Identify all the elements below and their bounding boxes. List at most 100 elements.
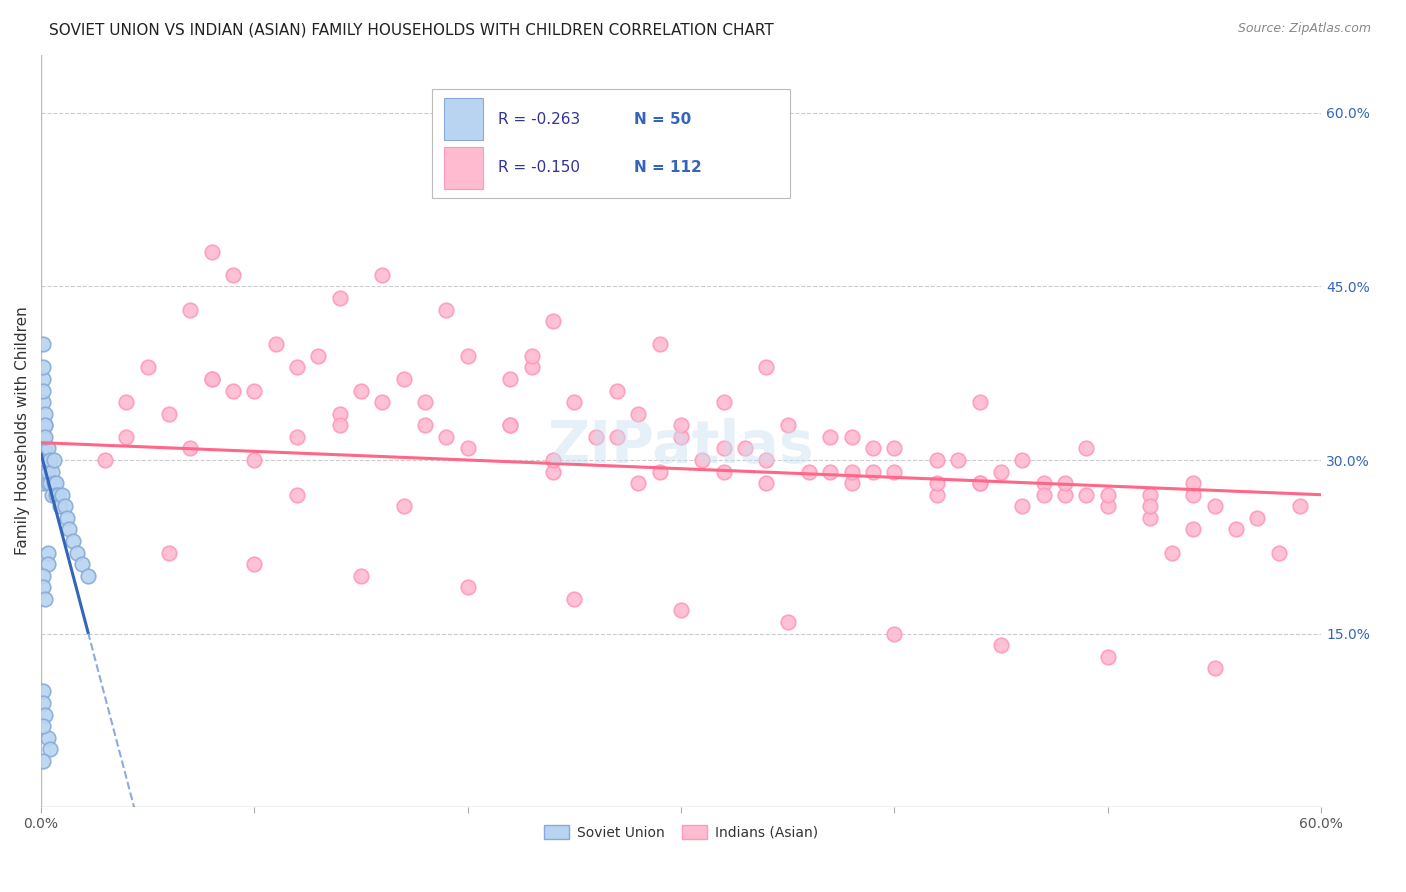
Text: SOVIET UNION VS INDIAN (ASIAN) FAMILY HOUSEHOLDS WITH CHILDREN CORRELATION CHART: SOVIET UNION VS INDIAN (ASIAN) FAMILY HO… [49,22,773,37]
Point [1054,476,1077,491]
Text: N = 112: N = 112 [634,161,702,176]
Point [45,488,67,502]
Text: Source: ZipAtlas.com: Source: ZipAtlas.com [1237,22,1371,36]
Point [669,603,692,617]
Point [115,430,138,444]
Point [841,430,863,444]
Point [969,395,991,409]
Point [329,418,352,433]
Point [1160,545,1182,559]
Point [1076,488,1098,502]
Point [862,465,884,479]
Point [32,684,55,698]
Point [179,442,201,456]
Point [734,442,756,456]
Point [94,453,117,467]
Point [32,453,55,467]
Point [520,360,543,375]
Point [1182,523,1205,537]
Point [520,349,543,363]
Point [32,465,55,479]
Point [755,476,778,491]
Point [32,384,55,398]
Point [1267,545,1289,559]
Point [392,372,415,386]
Point [627,407,650,421]
Point [350,568,373,582]
Point [329,407,352,421]
Point [34,418,56,433]
Point [436,302,458,317]
Point [32,568,55,582]
Point [70,557,93,571]
Point [32,754,55,768]
Point [841,465,863,479]
Point [1204,661,1226,675]
Point [49,500,72,514]
Point [713,465,735,479]
Point [1032,476,1054,491]
Point [564,591,586,606]
Point [862,442,884,456]
Point [1097,488,1119,502]
Point [34,407,56,421]
Point [42,453,65,467]
Point [606,430,628,444]
Point [692,453,714,467]
Point [66,545,89,559]
Point [136,360,159,375]
Point [32,476,55,491]
Point [37,557,59,571]
Point [243,453,266,467]
Point [883,465,905,479]
Point [37,731,59,745]
Point [222,384,245,398]
Point [38,453,60,467]
Point [32,337,55,351]
Point [53,500,76,514]
Point [1182,476,1205,491]
Point [34,591,56,606]
Point [927,453,949,467]
FancyBboxPatch shape [444,98,482,140]
Point [1076,442,1098,456]
Point [883,626,905,640]
Point [1204,500,1226,514]
Point [371,268,394,282]
Point [32,360,55,375]
Point [58,523,80,537]
Point [34,430,56,444]
Point [541,465,564,479]
Point [436,430,458,444]
Point [820,430,842,444]
Point [413,395,436,409]
Point [157,407,180,421]
Point [713,395,735,409]
Y-axis label: Family Households with Children: Family Households with Children [15,307,30,556]
Point [32,719,55,733]
Point [1032,488,1054,502]
Text: ZIPatlas: ZIPatlas [548,417,814,475]
Point [243,384,266,398]
Point [990,465,1012,479]
Point [990,638,1012,652]
Point [307,349,329,363]
Point [713,442,735,456]
Point [648,465,671,479]
Point [62,533,84,548]
Point [969,476,991,491]
Point [34,442,56,456]
Point [201,244,224,259]
Point [1139,488,1161,502]
Point [1182,488,1205,502]
Point [37,545,59,559]
Point [585,430,607,444]
Point [1054,488,1077,502]
Point [55,511,77,525]
Point [201,372,224,386]
Point [669,418,692,433]
Point [32,580,55,594]
Point [1011,500,1033,514]
Point [883,442,905,456]
Point [820,465,842,479]
